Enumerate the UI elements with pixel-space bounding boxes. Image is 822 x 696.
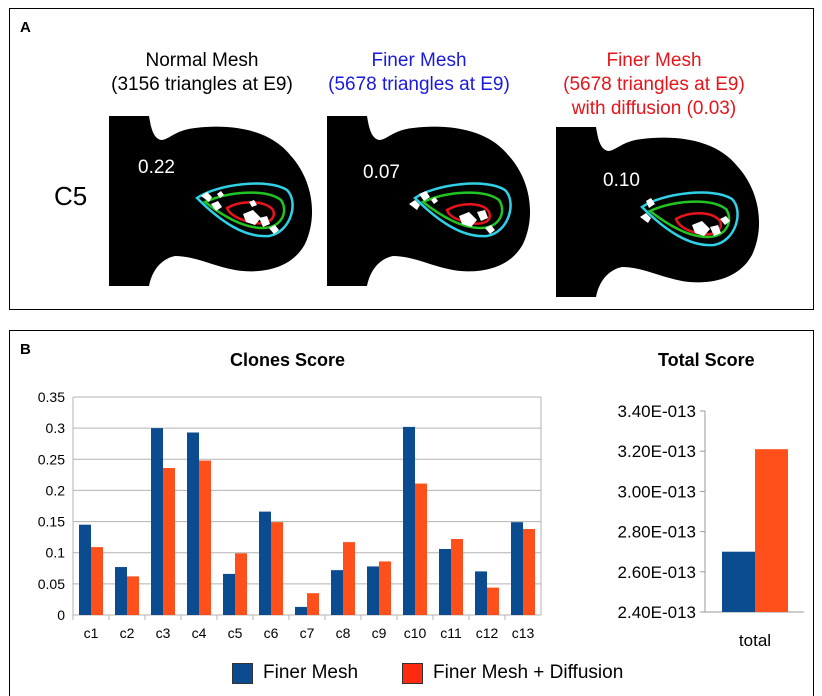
x-tick-label: c6	[264, 625, 279, 641]
mesh-score-finer-diffusion: 0.10	[603, 170, 640, 191]
legend-swatch	[232, 662, 253, 684]
mesh-title-line2: (5678 triangles at E9)	[563, 74, 745, 95]
bar	[199, 460, 211, 615]
x-tick-label: c3	[156, 625, 171, 641]
bar	[511, 522, 523, 615]
legend-item-finer-mesh: Finer Mesh	[232, 662, 358, 684]
bar	[235, 553, 247, 615]
bar	[307, 593, 319, 615]
bar	[403, 426, 415, 615]
clones-chart-title: Clones Score	[230, 350, 346, 370]
mesh-title-line3: with diffusion (0.03)	[571, 98, 737, 119]
panel-a-label: A	[20, 19, 31, 36]
y-tick-label: 3.00E-013	[618, 482, 696, 501]
x-tick-label: c2	[120, 625, 135, 641]
x-tick-label: c12	[476, 625, 499, 641]
bar	[79, 524, 91, 615]
bar	[163, 468, 175, 615]
bar	[223, 573, 235, 615]
y-tick-label: 0.3	[46, 420, 66, 436]
x-tick-label: c5	[228, 625, 243, 641]
mesh-title-line1: Normal Mesh	[145, 50, 259, 71]
bar	[475, 571, 487, 615]
x-tick-label: total	[739, 631, 771, 650]
y-tick-label: 2.40E-013	[618, 603, 696, 622]
bar	[127, 576, 139, 615]
mesh-score-finer: 0.07	[363, 162, 400, 183]
bar	[722, 551, 755, 612]
bar	[415, 483, 427, 615]
bar	[151, 428, 163, 615]
y-tick-label: 2.60E-013	[618, 563, 696, 582]
mesh-title-normal: Normal Mesh (3156 triangles at E9)	[97, 49, 307, 97]
legend-item-finer-mesh-diffusion: Finer Mesh + Diffusion	[402, 662, 623, 684]
legend-swatch	[402, 662, 423, 684]
bar	[259, 511, 271, 615]
y-tick-label: 0	[57, 607, 65, 623]
y-tick-label: 3.40E-013	[618, 402, 696, 421]
mesh-title-line1: Finer Mesh	[371, 50, 467, 71]
total-chart-title: Total Score	[658, 350, 755, 370]
x-tick-label: c8	[336, 625, 351, 641]
mesh-title-line2: (5678 triangles at E9)	[328, 74, 510, 95]
row-label: C5	[54, 181, 88, 211]
panel-b-label: B	[20, 341, 31, 358]
bar	[379, 561, 391, 615]
bar	[115, 567, 127, 615]
bar	[451, 539, 463, 615]
y-tick-label: 0.25	[38, 451, 65, 467]
y-tick-label: 3.20E-013	[618, 442, 696, 461]
y-tick-label: 0.1	[46, 545, 66, 561]
bar	[523, 529, 535, 615]
x-tick-label: c7	[300, 625, 315, 641]
y-tick-label: 0.15	[38, 514, 65, 530]
bar	[343, 542, 355, 615]
x-tick-label: c1	[84, 625, 99, 641]
mesh-title-line2: (3156 triangles at E9)	[111, 74, 293, 95]
bar	[755, 449, 788, 612]
y-tick-label: 0.2	[46, 482, 66, 498]
mesh-title-finer: Finer Mesh (5678 triangles at E9)	[313, 49, 525, 97]
x-tick-label: c9	[372, 625, 387, 641]
mesh-score-normal: 0.22	[138, 157, 175, 178]
legend-label: Finer Mesh + Diffusion	[433, 662, 624, 683]
bar	[487, 587, 499, 615]
bar	[367, 566, 379, 615]
bar	[331, 570, 343, 615]
bar	[271, 522, 283, 615]
legend-label: Finer Mesh	[263, 662, 359, 683]
mesh-title-line1: Finer Mesh	[606, 50, 702, 71]
x-tick-label: c13	[512, 625, 535, 641]
bar	[295, 606, 307, 615]
bar	[187, 432, 199, 615]
bar	[439, 548, 451, 615]
y-tick-label: 2.80E-013	[618, 523, 696, 542]
bar	[91, 547, 103, 615]
y-tick-label: 0.05	[38, 576, 65, 592]
x-tick-label: c4	[192, 625, 207, 641]
mesh-title-finer-diffusion: Finer Mesh (5678 triangles at E9) with d…	[548, 49, 760, 121]
x-tick-label: c10	[404, 625, 427, 641]
x-tick-label: c11	[440, 625, 462, 641]
y-tick-label: 0.35	[38, 389, 65, 405]
